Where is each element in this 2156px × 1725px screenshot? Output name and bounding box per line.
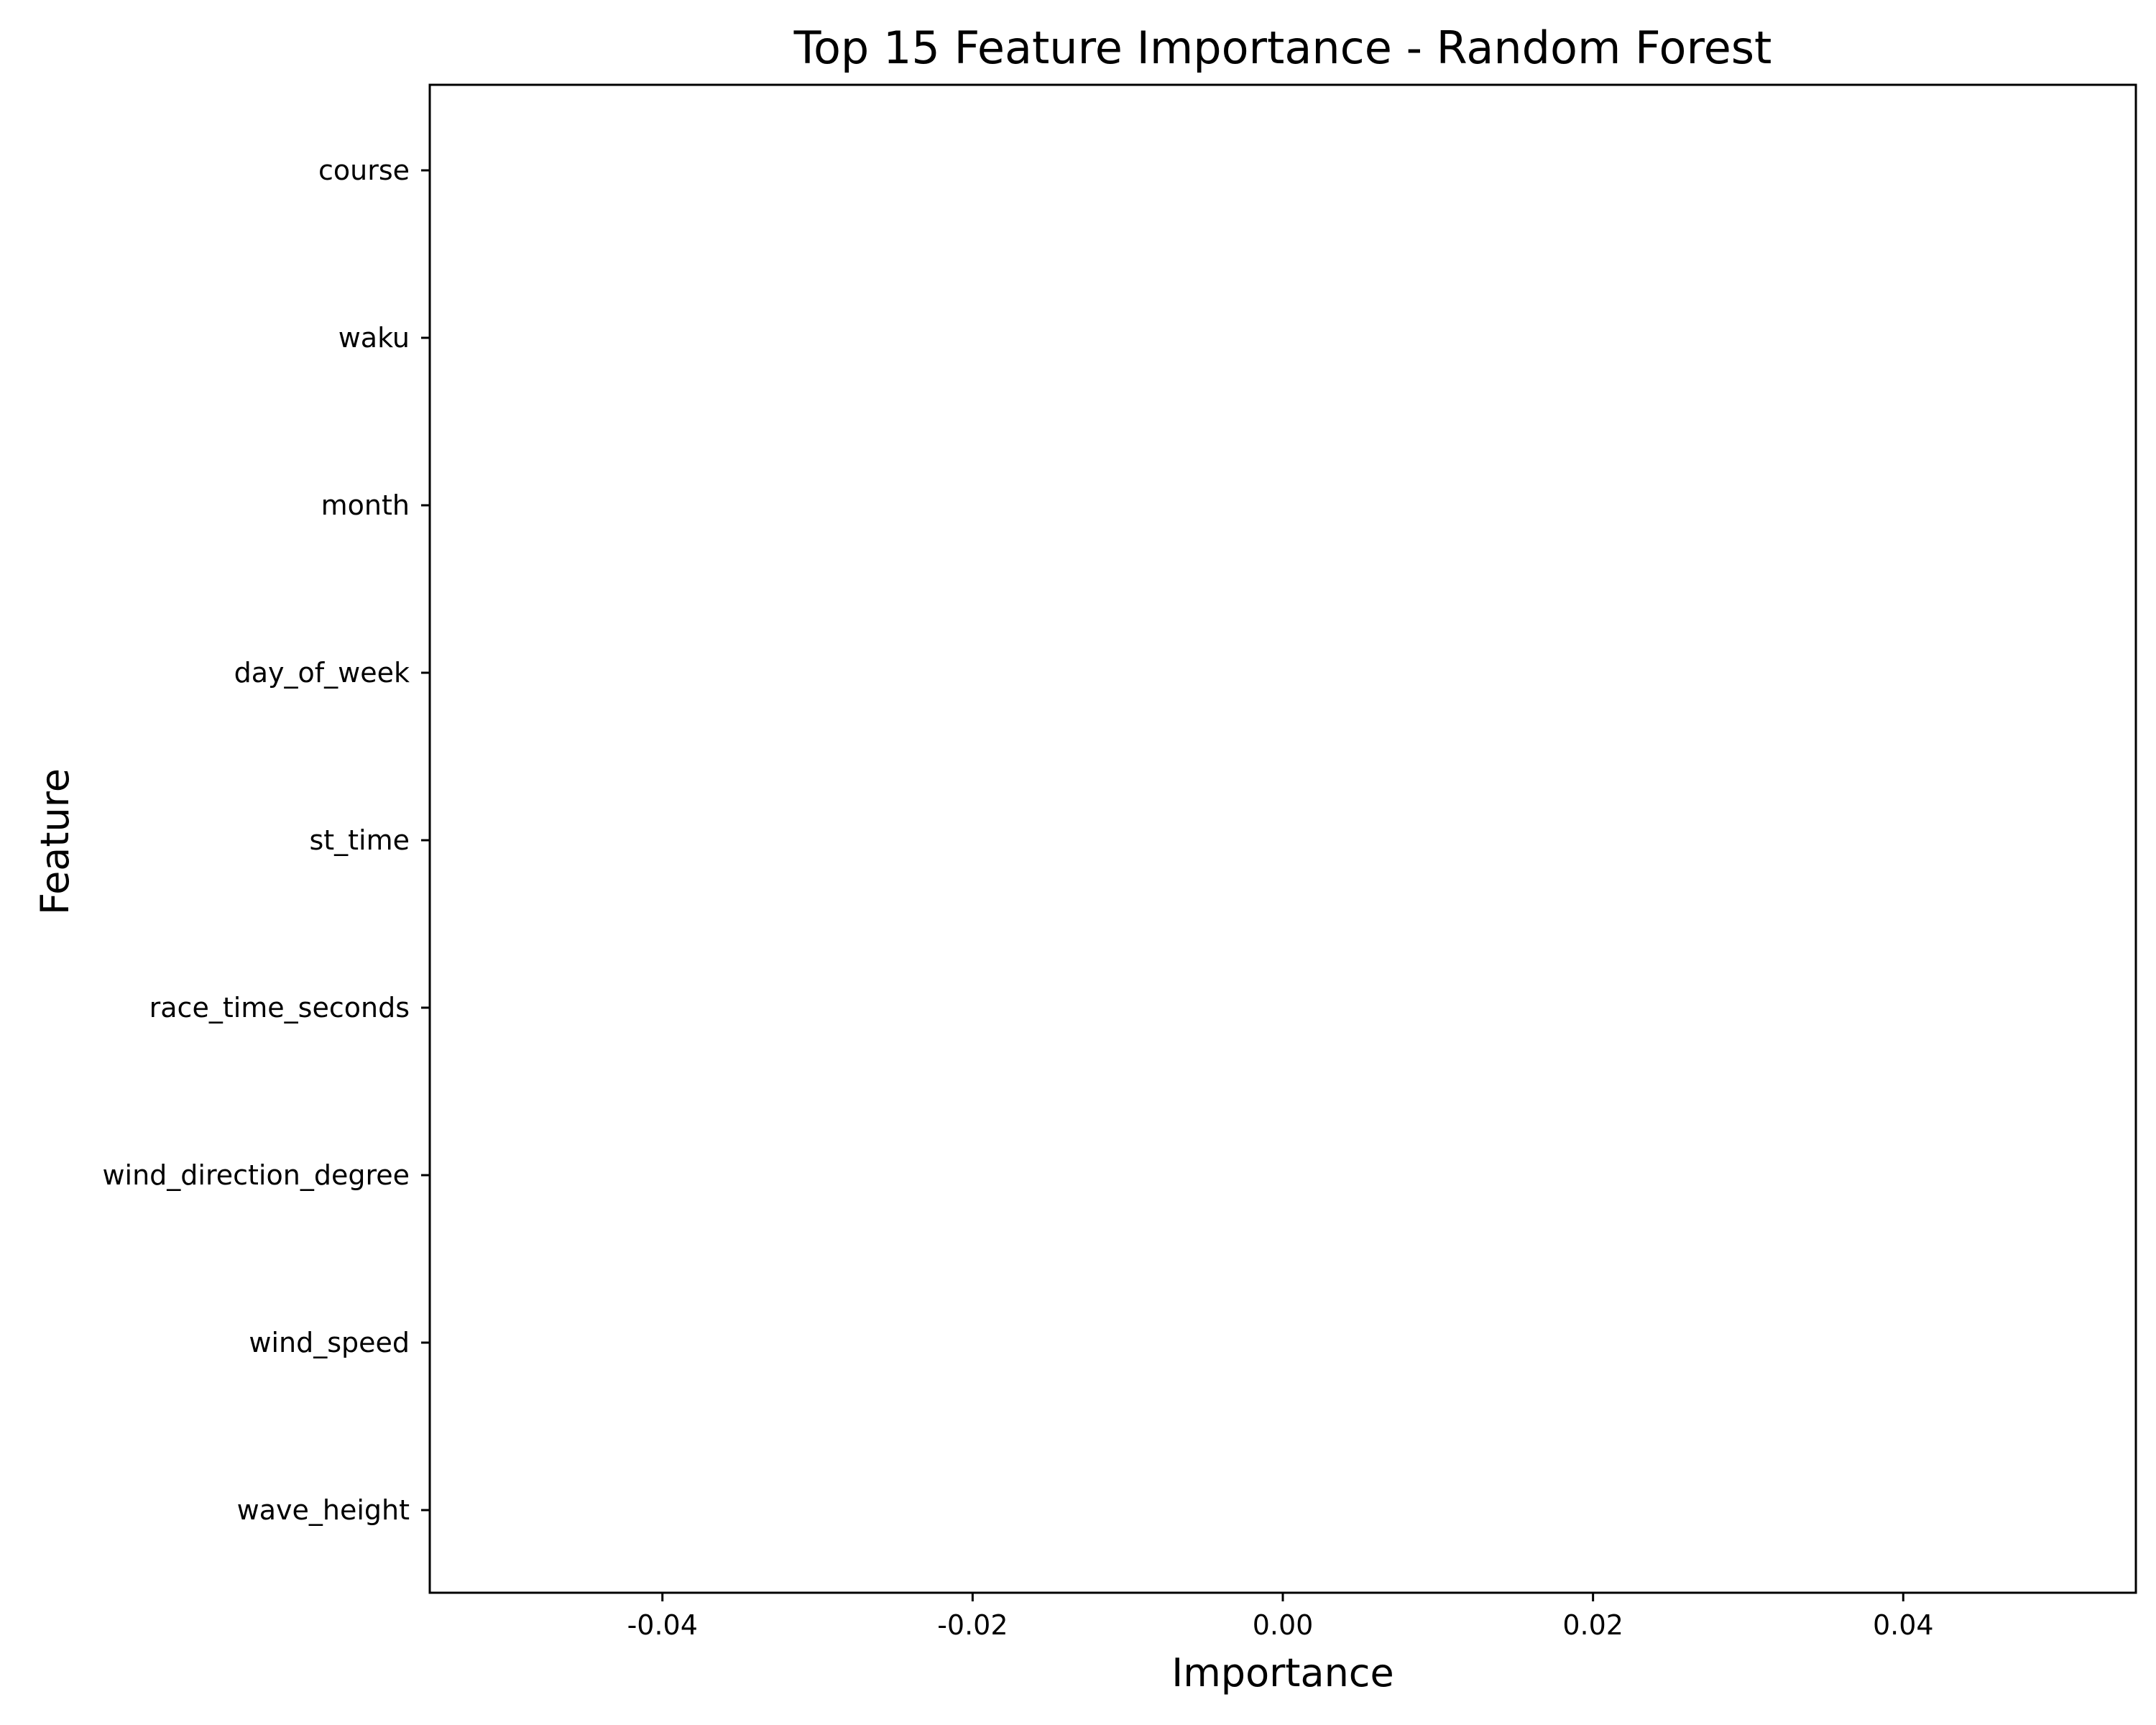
x-tick-label-3: 0.02: [1562, 1609, 1623, 1641]
x-tick-label-1: -0.02: [937, 1609, 1008, 1641]
y-tick-label-wind-speed: wind_speed: [249, 1327, 410, 1358]
x-tick-label-4: 0.04: [1873, 1609, 1934, 1641]
y-tick-label-wave-height: wave_height: [237, 1494, 410, 1526]
y-axis: course waku month day_of_week st_time race_ti…: [102, 155, 430, 1526]
y-tick-label-st-time: st_time: [309, 824, 410, 856]
y-axis-label: Feature: [32, 768, 78, 915]
chart-title: Top 15 Feature Importance - Random Fores…: [793, 22, 1772, 74]
x-tick-label-0: -0.04: [627, 1609, 698, 1641]
x-axis-label: Importance: [1171, 1650, 1393, 1696]
plot-frame: [428, 83, 2137, 1594]
y-tick-label-race-time-seconds: race_time_seconds: [149, 992, 410, 1024]
x-tick-label-2: 0.00: [1253, 1609, 1314, 1641]
y-tick-label-course: course: [318, 155, 410, 186]
y-tick-label-month: month: [321, 489, 410, 521]
x-axis: -0.04 -0.02 0.00 0.02 0.04: [627, 1593, 1934, 1641]
y-tick-label-waku: waku: [338, 322, 410, 354]
y-tick-label-wind-direction-degree: wind_direction_degree: [102, 1159, 410, 1191]
y-tick-label-day-of-week: day_of_week: [234, 657, 410, 689]
